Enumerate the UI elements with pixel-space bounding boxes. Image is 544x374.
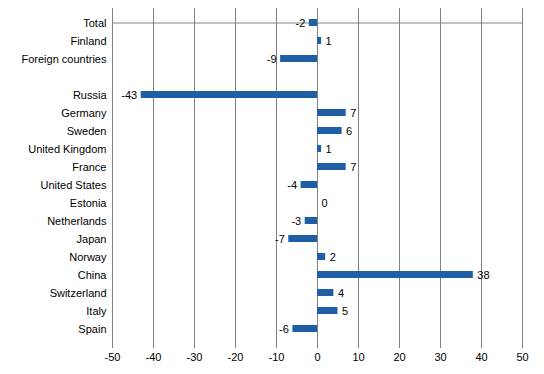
- svg-text:Estonia: Estonia: [70, 197, 108, 209]
- svg-text:4: 4: [338, 287, 344, 299]
- svg-text:10: 10: [352, 351, 364, 363]
- svg-text:Spain: Spain: [78, 323, 106, 335]
- svg-text:United States: United States: [40, 179, 107, 191]
- svg-text:-3: -3: [291, 215, 301, 227]
- svg-text:0: 0: [322, 197, 328, 209]
- svg-text:Foreign countries: Foreign countries: [22, 53, 107, 65]
- svg-text:Norway: Norway: [69, 251, 107, 263]
- svg-text:20: 20: [393, 351, 405, 363]
- svg-text:30: 30: [434, 351, 446, 363]
- svg-text:Finland: Finland: [70, 35, 106, 47]
- svg-text:Sweden: Sweden: [67, 125, 107, 137]
- svg-text:-20: -20: [228, 351, 244, 363]
- svg-text:-30: -30: [187, 351, 203, 363]
- svg-text:-2: -2: [296, 17, 306, 29]
- svg-text:France: France: [72, 161, 106, 173]
- svg-text:China: China: [78, 269, 108, 281]
- svg-text:7: 7: [350, 107, 356, 119]
- svg-text:-9: -9: [267, 53, 277, 65]
- svg-text:0: 0: [314, 351, 320, 363]
- svg-text:Japan: Japan: [77, 233, 107, 245]
- svg-text:50: 50: [516, 351, 528, 363]
- svg-text:-50: -50: [105, 351, 121, 363]
- svg-text:Russia: Russia: [73, 89, 108, 101]
- svg-text:6: 6: [346, 125, 352, 137]
- svg-text:-10: -10: [269, 351, 285, 363]
- svg-text:1: 1: [326, 143, 332, 155]
- svg-text:-40: -40: [146, 351, 162, 363]
- svg-text:1: 1: [326, 35, 332, 47]
- svg-text:-43: -43: [121, 89, 137, 101]
- svg-text:Total: Total: [83, 17, 106, 29]
- svg-text:38: 38: [477, 269, 489, 281]
- svg-text:-6: -6: [279, 323, 289, 335]
- svg-text:5: 5: [342, 305, 348, 317]
- svg-text:Switzerland: Switzerland: [50, 287, 107, 299]
- svg-text:United Kingdom: United Kingdom: [28, 143, 106, 155]
- svg-text:Italy: Italy: [86, 305, 107, 317]
- svg-text:Netherlands: Netherlands: [47, 215, 107, 227]
- svg-text:40: 40: [475, 351, 487, 363]
- svg-text:2: 2: [330, 251, 336, 263]
- svg-text:Germany: Germany: [61, 107, 107, 119]
- svg-text:7: 7: [350, 161, 356, 173]
- svg-text:-4: -4: [287, 179, 297, 191]
- svg-text:-7: -7: [275, 233, 285, 245]
